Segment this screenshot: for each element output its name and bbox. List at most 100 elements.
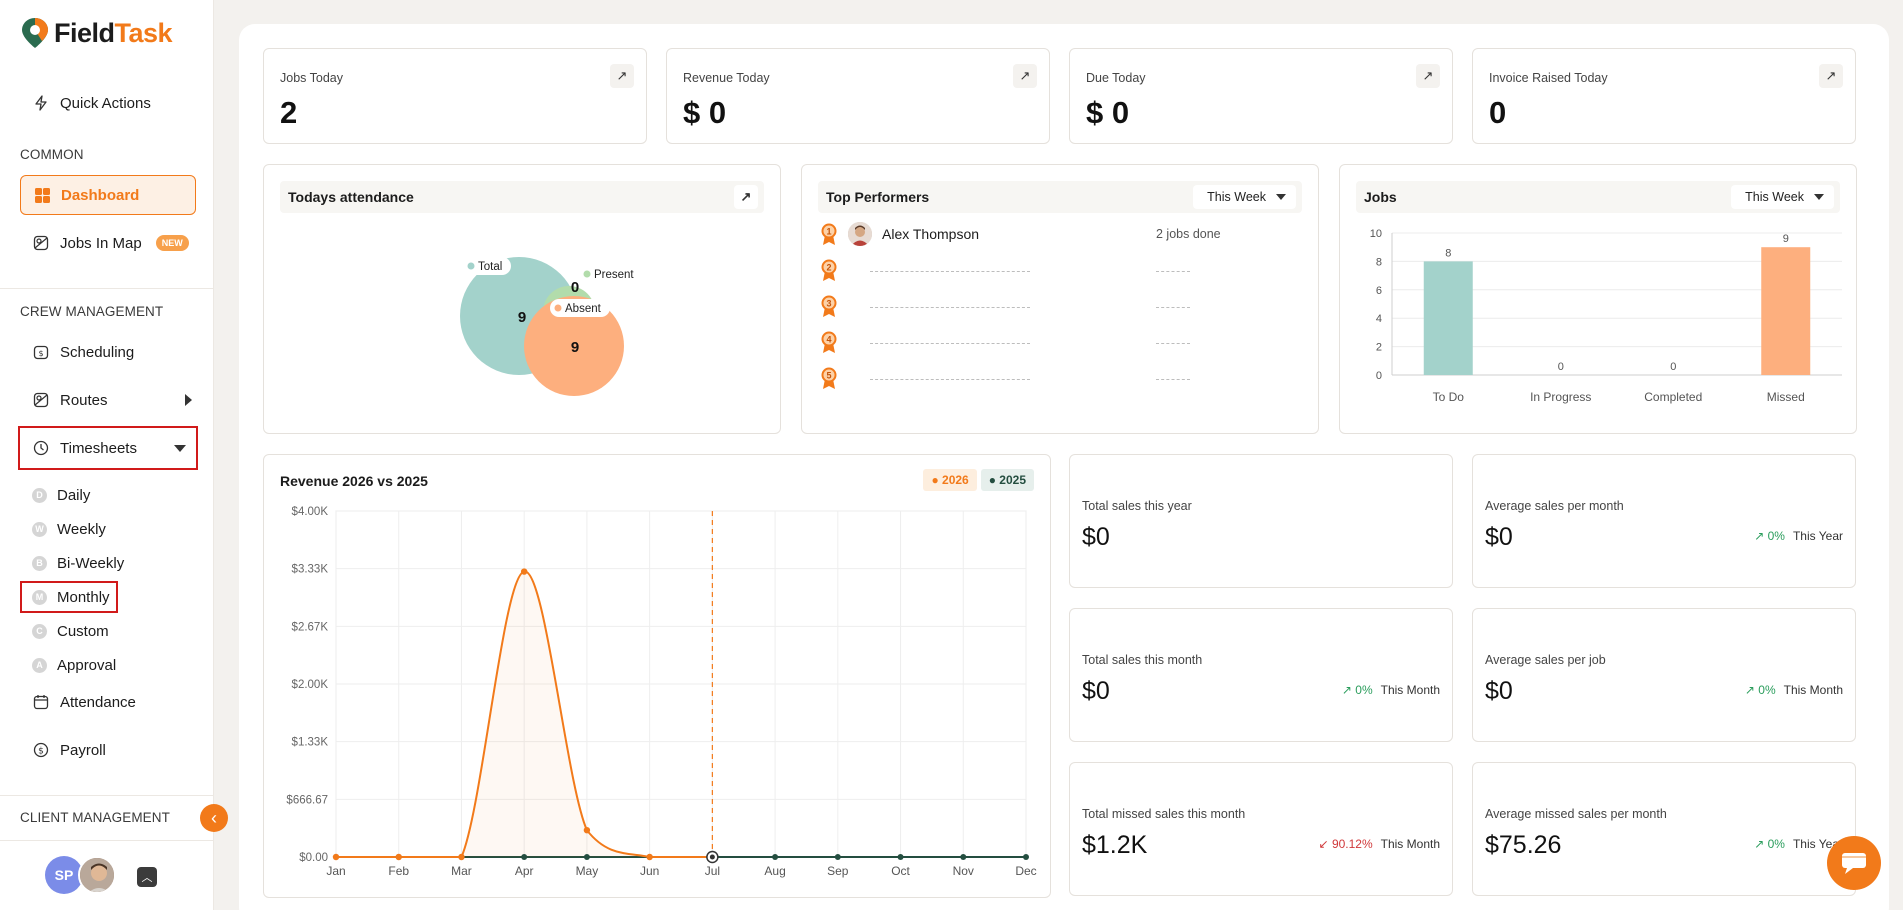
jobs-range-dropdown[interactable]: This Week [1731,185,1834,209]
jobs-header: Jobs This Week [1356,181,1840,213]
stat-card-due-today: Due Today $ 0 ↗ [1069,48,1453,144]
sidebar-subitem-monthly[interactable]: M Monthly [20,581,118,613]
expand-arrow-icon[interactable]: ↗ [1013,64,1037,88]
expand-arrow-icon[interactable]: ↗ [1416,64,1440,88]
map-icon [32,234,50,252]
stat-card-invoice-raised: Invoice Raised Today 0 ↗ [1472,48,1856,144]
attendance-header: Todays attendance ↗ [280,181,764,213]
panel-title: Todays attendance [288,189,414,205]
expand-arrow-icon[interactable]: ↗ [1819,64,1843,88]
sidebar-subitem-weekly[interactable]: W Weekly [32,515,106,543]
section-label-common: COMMON [20,147,84,162]
trend-up-icon: ↗ 0% [1341,683,1373,697]
point-2026 [332,853,340,861]
sidebar-item-dashboard[interactable]: Dashboard [20,175,196,215]
metric-trend: ↗ 0% This Month [1745,683,1843,697]
x-tick-label: Aug [764,864,785,878]
metric-label: Average sales per month [1485,499,1624,513]
point-2026 [583,826,591,834]
user-photo-avatar[interactable] [78,856,116,894]
dropdown-value: This Week [1745,190,1804,204]
user-section: SP [0,840,214,910]
sidebar-subitem-label: Bi-Weekly [57,554,125,572]
performer-row: 5 [820,363,1240,393]
bar-value-label: 9 [1783,233,1789,245]
placeholder-line [1156,307,1190,308]
bar-value-label: 0 [1670,361,1676,373]
divider [0,288,214,289]
chevron-up-icon[interactable]: ︿ [137,867,157,887]
trend-up-icon: ↗ 0% [1754,529,1785,543]
sidebar-item-quick-actions[interactable]: Quick Actions [20,83,196,123]
venn-absent-circle [524,296,624,396]
y-tick-label: $0.00 [299,852,328,864]
sidebar-item-label: Timesheets [60,439,137,457]
expand-arrow-icon[interactable]: ↗ [610,64,634,88]
bar-value-label: 0 [1558,361,1564,373]
sidebar-item-routes[interactable]: Routes [20,380,196,420]
sidebar-subitem-label: Custom [57,622,109,640]
metric-label: Average missed sales per month [1485,807,1667,821]
calendar-dollar-icon: $ [32,343,50,361]
app-logo[interactable]: FieldTask [20,16,173,50]
sidebar-item-attendance[interactable]: Attendance [20,682,196,722]
svg-text:$: $ [38,747,44,757]
stat-label: Invoice Raised Today [1489,71,1608,85]
performer-name[interactable]: Alex Thompson [882,226,980,242]
stat-card-jobs-today: Jobs Today 2 ↗ [263,48,647,144]
divider [0,795,214,796]
medal-icon: 2 [820,258,838,282]
expand-arrow-icon[interactable]: ↗ [734,185,758,209]
chat-support-button[interactable] [1827,836,1881,890]
y-tick-label: $2.00K [292,679,329,691]
avatar[interactable]: SP [45,856,83,894]
sidebar-item-label: Quick Actions [60,94,151,112]
y-tick-label: $666.67 [286,794,328,806]
sidebar-item-jobs-in-map[interactable]: Jobs In Map NEW [20,223,196,263]
sidebar-subitem-daily[interactable]: D Daily [32,481,90,509]
x-tick-label: May [576,864,599,878]
sidebar-subitem-bi-weekly[interactable]: B Bi-Weekly [32,549,124,577]
sidebar-item-label: Attendance [60,693,136,711]
performers-range-dropdown[interactable]: This Week [1193,185,1296,209]
trend-up-icon: ↗ 0% [1744,683,1776,697]
chevron-right-icon[interactable] [185,394,192,406]
collapse-sidebar-button[interactable]: ‹ [200,804,228,832]
sidebar-item-payroll[interactable]: $ Payroll [20,730,196,770]
trend-up-icon: ↗ 0% [1754,837,1785,851]
x-tick-label: Oct [891,864,910,878]
sidebar-item-label: Scheduling [60,343,135,361]
medal-icon: 4 [820,330,838,354]
point-2026-current-center [709,854,715,860]
letter-badge: B [32,555,47,571]
x-tick-label: Jun [640,864,659,878]
x-tick-label: Feb [388,864,409,878]
legend-item-2025[interactable]: ● 2025 [980,469,1034,491]
bar-missed [1761,247,1811,375]
metric-value: $1.2K [1082,831,1148,859]
legend-item-2026[interactable]: ● 2026 [923,469,977,491]
revenue-legend: ● 2026 ● 2025 [923,469,1034,491]
medal-icon: 5 [820,366,838,390]
x-tick-label: Apr [515,864,534,878]
letter-badge: D [32,487,47,503]
dropdown-value: This Week [1207,190,1266,204]
x-tick-label: Dec [1015,864,1036,878]
stat-label: Due Today [1086,71,1146,85]
letter-badge: A [32,657,47,673]
sidebar-item-timesheets[interactable]: Timesheets [18,426,198,470]
rank-number: 2 [826,263,831,273]
top-performers-card: Top Performers This Week 1 Alex Thompson 2… [801,164,1319,434]
dashboard-content: Jobs Today 2 ↗ Revenue Today $ 0 ↗ Due T… [239,24,1889,910]
x-tick-label: Completed [1644,390,1702,404]
trend-down-icon: ↙ 90.12% [1318,837,1373,851]
metric-value: $0 [1485,677,1513,705]
sidebar-subitem-custom[interactable]: C Custom [32,617,109,645]
chevron-down-icon[interactable] [174,445,186,452]
sidebar-subitem-approval[interactable]: A Approval [32,651,116,679]
x-tick-label: To Do [1433,390,1465,404]
point-2025 [834,854,841,860]
placeholder-line [870,343,1030,344]
sidebar-item-scheduling[interactable]: $ Scheduling [20,332,196,372]
metric-label: Average sales per job [1485,653,1606,667]
